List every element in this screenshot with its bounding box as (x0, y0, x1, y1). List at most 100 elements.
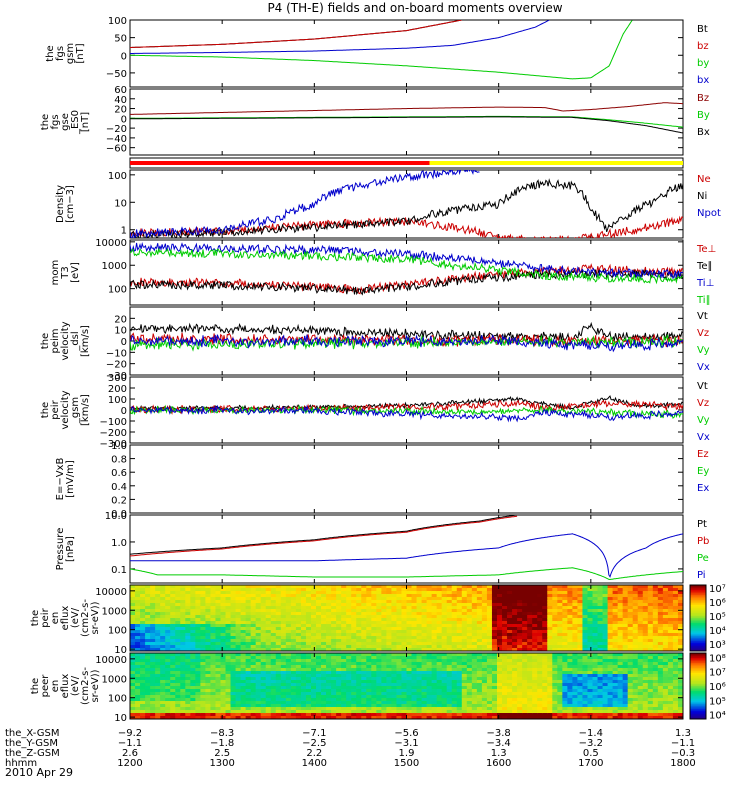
spectrogram-cell (642, 615, 649, 619)
spectrogram-cell (451, 597, 458, 601)
spectrogram-cell (145, 585, 151, 589)
spectrogram-cell (647, 713, 654, 717)
spectrogram-cell (386, 645, 392, 649)
spectrogram-cell (662, 692, 669, 696)
spectrogram-cell (376, 639, 382, 643)
spectrogram-cell (456, 674, 463, 678)
spectrogram-cell (532, 600, 538, 604)
spectrogram-cell (175, 674, 181, 678)
spectrogram-cell (527, 716, 533, 720)
spectrogram-cell (542, 704, 548, 708)
spectrogram-cell (532, 692, 538, 696)
spectrogram-cell (421, 639, 428, 643)
spectrogram-cell (381, 615, 387, 619)
spectrogram-cell (396, 689, 402, 693)
spectrogram-cell (310, 627, 317, 631)
spectrogram-cell (481, 716, 488, 720)
spectrogram-cell (386, 710, 392, 714)
spectrogram-cell (200, 603, 206, 607)
spectrogram-cell (245, 659, 252, 663)
spectrogram-cell (667, 707, 674, 711)
spectrogram-cell (321, 656, 327, 660)
spectrogram-cell (386, 662, 392, 666)
spectrogram-cell (280, 656, 287, 660)
spectrogram-cell (517, 653, 523, 657)
spectrogram-cell (366, 636, 372, 640)
spectrogram-cell (491, 630, 498, 634)
spectrogram-cell (476, 656, 483, 660)
spectrogram-cell (592, 656, 599, 660)
spectrogram-cell (255, 671, 262, 675)
spectrogram-cell (401, 692, 407, 696)
spectrogram-cell (225, 653, 232, 657)
spectrogram-cell (471, 594, 478, 598)
spectrogram-cell (356, 636, 362, 640)
spectrogram-cell (657, 618, 664, 622)
spectrogram-cell (160, 639, 166, 643)
spectrogram-cell (285, 692, 292, 696)
spectrogram-cell (356, 677, 362, 681)
spectrogram-cell (471, 659, 478, 663)
spectrogram-cell (205, 600, 211, 604)
spectrogram-cell (245, 591, 252, 595)
spectrogram-cell (361, 665, 367, 669)
spectrogram-cell (537, 710, 543, 714)
spectrogram-cell (486, 609, 493, 613)
spectrogram-cell (527, 585, 533, 589)
spectrogram-cell (431, 695, 438, 699)
spectrogram-cell (386, 704, 392, 708)
spectrogram-cell (677, 645, 684, 649)
spectrogram-cell (160, 588, 166, 592)
spectrogram-cell (391, 633, 397, 637)
spectrogram-cell (336, 659, 342, 663)
spectrogram-cell (285, 633, 292, 637)
spectrogram-cell (300, 680, 307, 684)
spectrogram-cell (421, 642, 428, 646)
spectrogram-cell (416, 615, 423, 619)
spectrogram-cell (612, 615, 619, 619)
spectrogram-cell (587, 668, 594, 672)
spectrogram-cell (582, 683, 588, 687)
spectrogram-cell (391, 588, 397, 592)
spectrogram-cell (371, 609, 377, 613)
spectrogram-cell (557, 713, 563, 717)
spectrogram-cell (592, 707, 599, 711)
spectrogram-cell (647, 692, 654, 696)
spectrogram-cell (587, 609, 594, 613)
spectrogram-cell (130, 686, 136, 690)
spectrogram-cell (496, 603, 503, 607)
spectrogram-cell (205, 686, 211, 690)
spectrogram-cell (592, 612, 599, 616)
spectrogram-cell (190, 677, 196, 681)
spectrogram-cell (567, 686, 573, 690)
spectrogram-cell (597, 594, 604, 598)
spectrogram-cell (426, 704, 433, 708)
spectrogram-cell (260, 698, 267, 702)
spectrogram-cell (245, 668, 252, 672)
spectrogram-cell (507, 621, 513, 625)
spectrogram-cell (205, 633, 211, 637)
spectrogram-cell (230, 597, 237, 601)
spectrogram-cell (195, 704, 201, 708)
spectrogram-cell (667, 642, 674, 646)
spectrogram-cell (486, 665, 493, 669)
spectrogram-cell (220, 674, 227, 678)
spectrogram-cell (632, 653, 639, 657)
spectrogram-cell (170, 698, 176, 702)
spectrogram-cell (602, 683, 609, 687)
spectrogram-cell (326, 621, 332, 625)
spectrogram-cell (170, 707, 176, 711)
spectrogram-cell (210, 662, 216, 666)
spectrogram-cell (135, 716, 141, 720)
spectrogram-cell (512, 585, 518, 589)
spectrogram-cell (461, 624, 468, 628)
spectrogram-cell (265, 701, 272, 705)
spectrogram-cell (401, 659, 407, 663)
spectrogram-cell (321, 588, 327, 592)
spectrogram-cell (446, 642, 453, 646)
spectrogram-cell (300, 609, 307, 613)
spectrogram-cell (316, 686, 322, 690)
spectrogram-cell (170, 653, 176, 657)
spectrogram-cell (542, 701, 548, 705)
spectrogram-cell (496, 606, 503, 610)
